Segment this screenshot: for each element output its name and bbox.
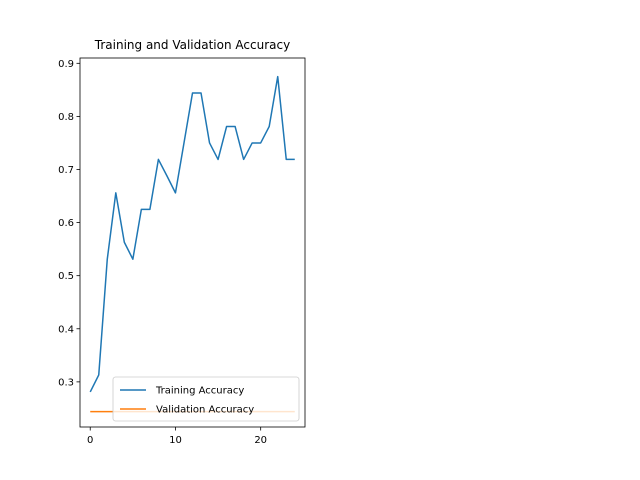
y-tick-label: 0.7 [58, 165, 74, 176]
legend: Training Accuracy Validation Accuracy [112, 376, 300, 422]
series-layer [89, 75, 295, 413]
y-tick-label: 0.8 [58, 112, 74, 123]
axes: 0 10 20 0.3 0.4 0.5 0.6 0.7 0.8 0.9 [58, 57, 306, 446]
legend-box [112, 376, 300, 422]
x-tick-label: 0 [87, 435, 93, 446]
chart-title: Training and Validation Accuracy [94, 38, 290, 52]
series-line-training-accuracy [89, 75, 295, 393]
y-tick-label: 0.4 [58, 324, 74, 335]
legend-label: Validation Accuracy [156, 405, 254, 416]
y-tick-label: 0.6 [58, 218, 74, 229]
y-tick-label: 0.9 [58, 59, 74, 70]
plot-frame [79, 57, 306, 428]
x-tick-label: 10 [169, 435, 182, 446]
x-tick-label: 20 [254, 435, 267, 446]
legend-label: Training Accuracy [155, 386, 244, 397]
y-tick-label: 0.5 [58, 271, 74, 282]
y-tick-label: 0.3 [58, 377, 74, 388]
